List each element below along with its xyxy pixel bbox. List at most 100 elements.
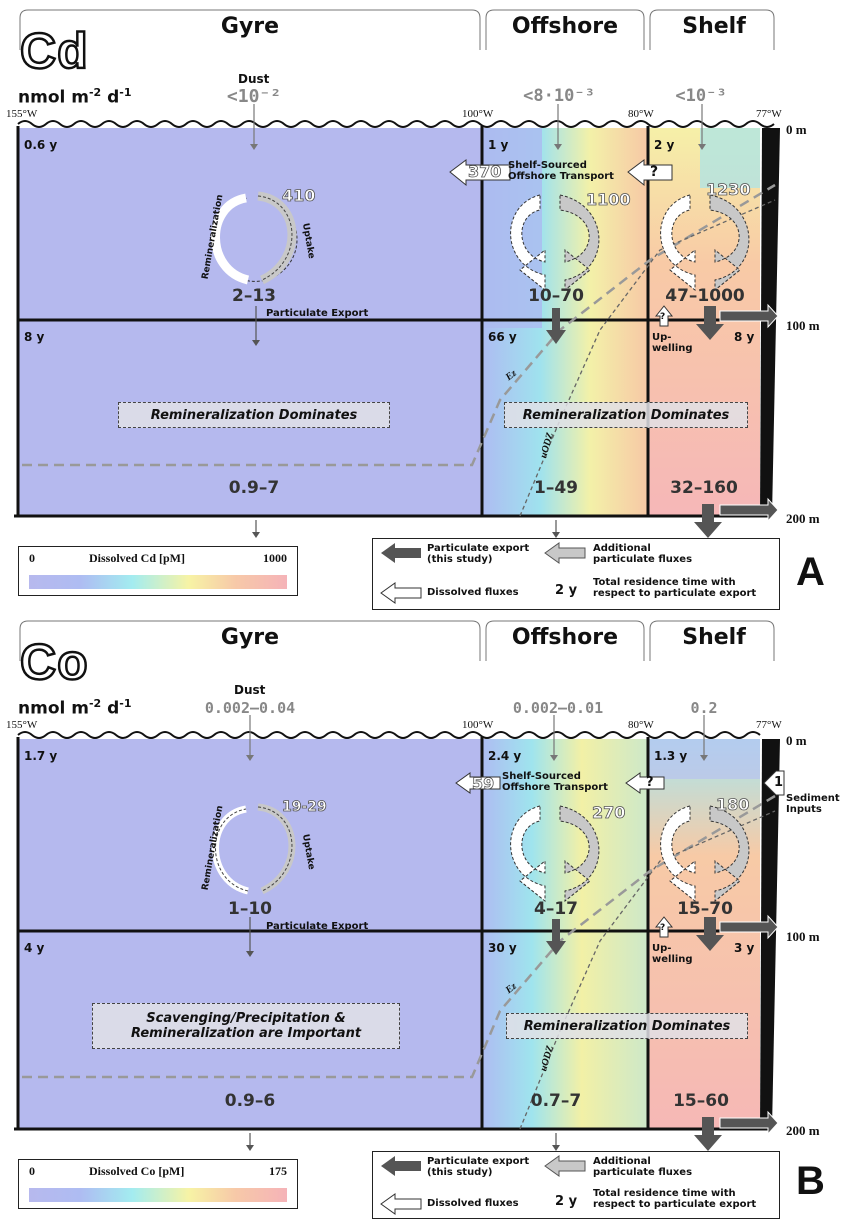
residence-offshore-subsurface: 30 y — [488, 941, 517, 955]
uptake-offshore-value: 1100 — [586, 190, 631, 210]
transport-unknown: ? — [646, 775, 654, 790]
colorbar-title: Dissolved Co [pM] — [89, 1164, 185, 1178]
export-shelf-value: 47–1000 — [665, 286, 745, 306]
colorbar-max: 1000 — [263, 551, 287, 565]
residence-offshore-surface: 2.4 y — [488, 749, 522, 763]
residence-gyre-surface: 1.7 y — [24, 749, 58, 763]
legend-box: Particulate export (this study) Addition… — [372, 538, 780, 610]
lon-100w: 100°W — [462, 719, 494, 731]
depth-0m: 0 m — [786, 122, 807, 137]
legend-dissolved: Dissolved fluxes — [427, 1198, 519, 1209]
lon-155w: 155°W — [6, 719, 38, 731]
residence-shelf-surface: 1.3 y — [654, 749, 688, 763]
uptake-gyre-value: 410 — [282, 186, 316, 206]
dust-shelf-value: <10⁻³ — [675, 86, 727, 106]
residence-shelf-subsurface: 3 y — [734, 941, 755, 955]
lon-77w: 77°W — [756, 719, 782, 731]
panel-cd: Gyre Offshore Shelf Cd nmol m-2 d-1 155°… — [0, 0, 845, 610]
legend-residence-text: Total residence time with respect to par… — [593, 1188, 757, 1210]
transport-label: Shelf-Sourced Offshore Transport — [502, 771, 608, 793]
legend-residence-sample: 2 y — [555, 1194, 578, 1209]
element-symbol: Cd — [19, 22, 89, 81]
colorbar-gradient — [29, 1188, 287, 1202]
legend-arrows — [380, 542, 586, 604]
transport-out-value: 370 — [468, 162, 502, 182]
deep-gyre-value: 0.9–7 — [228, 478, 280, 498]
residence-gyre-surface: 0.6 y — [24, 138, 58, 152]
sediment-label: Sediment Inputs — [786, 793, 840, 815]
depth-100m: 100 m — [786, 929, 820, 944]
legend-additional: Additional particulate fluxes — [593, 543, 693, 565]
region-offshore-label: Offshore — [511, 14, 619, 39]
colorbar-title: Dissolved Cd [pM] — [89, 551, 186, 565]
region-gyre-label: Gyre — [220, 14, 280, 39]
residence-shelf-surface: 2 y — [654, 138, 675, 152]
dust-offshore-value: <8·10⁻³ — [523, 86, 595, 106]
region-shelf-label: Shelf — [682, 14, 746, 39]
gyre-regime-box: Scavenging/Precipitation & Remineralizat… — [92, 1003, 400, 1049]
colorbar-gradient — [29, 575, 287, 589]
legend-arrows — [380, 1155, 586, 1215]
offshore-regime-box: Remineralization Dominates — [504, 402, 748, 428]
dust-gyre-value: <10⁻² — [226, 86, 282, 107]
region-shelf-label: Shelf — [682, 625, 746, 650]
export-shelf-value: 15–70 — [677, 899, 733, 919]
region-offshore-label: Offshore — [511, 625, 619, 650]
export-gyre-value: 2–13 — [232, 286, 276, 306]
residence-offshore-subsurface: 66 y — [488, 330, 517, 344]
residence-gyre-subsurface: 8 y — [24, 330, 45, 344]
upwelling-unknown: ? — [660, 923, 666, 933]
colorbar: 0 Dissolved Co [pM] 175 — [18, 1159, 298, 1209]
sediment-value: 1 — [774, 775, 784, 790]
depth-200m: 200 m — [786, 1123, 820, 1138]
upwelling-label: Up- welling — [652, 332, 693, 354]
deep-shelf-value: 32–160 — [670, 478, 738, 498]
dust-offshore-value: 0.002–0.01 — [512, 699, 604, 717]
panel-letter: A — [796, 550, 825, 594]
legend-additional: Additional particulate fluxes — [593, 1156, 693, 1178]
dust-gyre-value: 0.002–0.04 — [204, 699, 296, 717]
export-offshore-value: 10–70 — [528, 286, 584, 306]
uptake-offshore-value: 270 — [592, 803, 626, 823]
upwelling-label: Up- welling — [652, 943, 693, 965]
lon-100w: 100°W — [462, 108, 494, 120]
panel-cd-graphics — [14, 9, 780, 538]
colorbar-max: 175 — [269, 1164, 287, 1178]
panel-co: Gyre Offshore Shelf Co nmol m-2 d-1 155°… — [0, 611, 845, 1219]
dust-label: Dust — [238, 72, 270, 86]
colorbar-min: 0 — [29, 1164, 35, 1178]
export-label: Particulate Export — [266, 308, 369, 319]
legend-residence-sample: 2 y — [555, 583, 578, 598]
lon-155w: 155°W — [6, 108, 38, 120]
export-offshore-value: 4–17 — [534, 899, 578, 919]
offshore-regime-box: Remineralization Dominates — [506, 1013, 748, 1039]
depth-200m: 200 m — [786, 511, 820, 526]
legend-particulate-export: Particulate export (this study) — [427, 1156, 530, 1178]
colorbar: 0 Dissolved Cd [pM] 1000 — [18, 546, 298, 596]
legend-residence-text: Total residence time with respect to par… — [593, 577, 757, 599]
lon-80w: 80°W — [628, 108, 654, 120]
deep-offshore-value: 0.7–7 — [530, 1091, 582, 1111]
depth-0m: 0 m — [786, 733, 807, 748]
lon-77w: 77°W — [756, 108, 782, 120]
residence-gyre-subsurface: 4 y — [24, 941, 45, 955]
lon-80w: 80°W — [628, 719, 654, 731]
deep-gyre-value: 0.9–6 — [224, 1091, 276, 1111]
panel-letter: B — [796, 1159, 825, 1203]
region-gyre-label: Gyre — [220, 625, 280, 650]
residence-shelf-subsurface: 8 y — [734, 330, 755, 344]
upwelling-unknown: ? — [660, 312, 666, 322]
gyre-regime-box: Remineralization Dominates — [118, 402, 390, 428]
export-label: Particulate Export — [266, 921, 369, 932]
panel-co-graphics — [14, 620, 785, 1151]
element-symbol: Co — [19, 633, 89, 692]
units-label: nmol m-2 d-1 — [18, 697, 132, 719]
export-gyre-value: 1–10 — [228, 899, 272, 919]
transport-unknown: ? — [650, 164, 659, 180]
legend-dissolved: Dissolved fluxes — [427, 587, 519, 598]
dust-shelf-value: 0.2 — [690, 699, 718, 717]
uptake-shelf-value: 1230 — [706, 180, 751, 200]
units-label: nmol m-2 d-1 — [18, 86, 132, 108]
legend-particulate-export: Particulate export (this study) — [427, 543, 530, 565]
transport-out-value: 59 — [472, 774, 495, 794]
